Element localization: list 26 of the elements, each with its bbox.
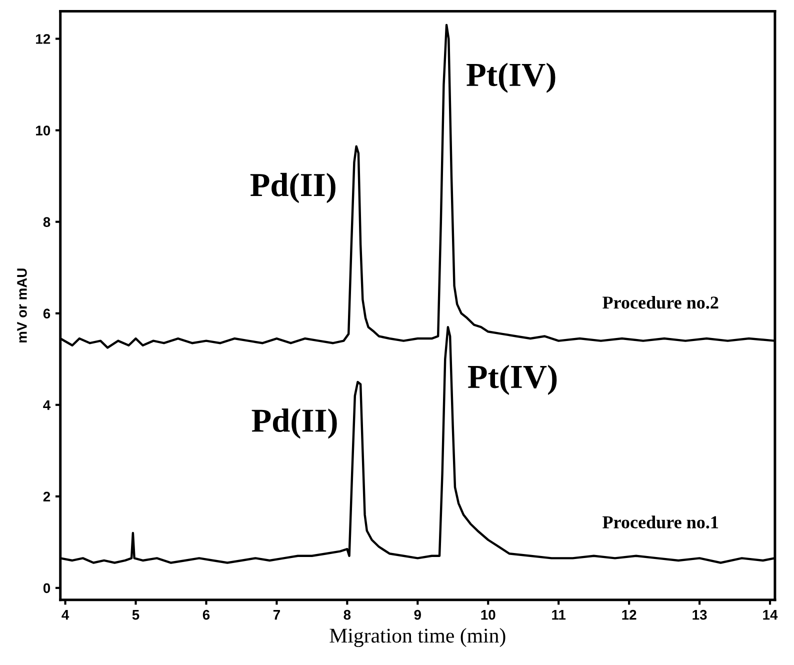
x-axis-title: Migration time (min) bbox=[330, 628, 506, 648]
y-tick-label: 12 bbox=[36, 34, 50, 44]
y-tick-label: 4 bbox=[43, 400, 51, 410]
y-tick-label: 2 bbox=[43, 492, 50, 502]
annotation: Pd(II) bbox=[252, 408, 337, 439]
x-tick-label: 9 bbox=[414, 610, 421, 620]
x-tick-label: 7 bbox=[273, 610, 280, 620]
x-tick-label: 13 bbox=[692, 610, 707, 620]
series-label: Procedure no.2 bbox=[602, 296, 718, 309]
x-tick-label: 4 bbox=[62, 610, 70, 620]
x-tick-label: 8 bbox=[344, 610, 351, 620]
x-tick-label: 12 bbox=[622, 610, 636, 620]
y-axis-title: mV or mAU bbox=[17, 268, 27, 342]
annotation: Pt(IV) bbox=[468, 364, 557, 395]
x-tick-label: 14 bbox=[763, 610, 778, 620]
x-tick-label: 10 bbox=[481, 610, 496, 620]
y-tick-label: 10 bbox=[36, 126, 50, 136]
x-tick-label: 5 bbox=[132, 610, 140, 620]
y-tick-label: 8 bbox=[43, 217, 50, 227]
x-tick-label: 6 bbox=[202, 610, 210, 620]
y-tick-label: 6 bbox=[43, 308, 50, 319]
annotation: Pd(II) bbox=[250, 172, 336, 204]
x-tick-label: 11 bbox=[552, 610, 566, 620]
series-label: Procedure no.1 bbox=[602, 516, 718, 528]
annotation: Pt(IV) bbox=[466, 62, 556, 93]
y-tick-label: 0 bbox=[43, 583, 50, 594]
